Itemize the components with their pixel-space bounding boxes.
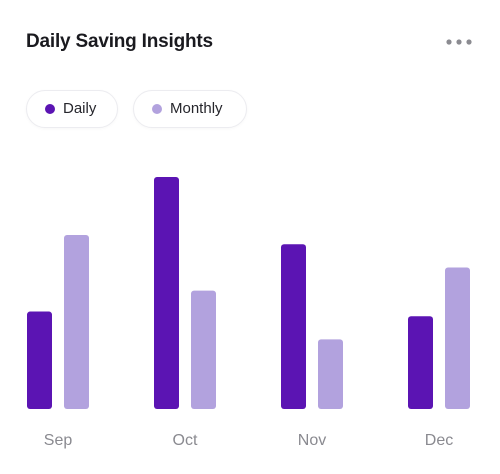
bar-daily-oct[interactable] [154, 177, 179, 409]
card-title: Daily Saving Insights [26, 31, 213, 52]
x-tick-label-oct: Oct [173, 432, 198, 449]
legend-item-daily[interactable]: Daily [26, 90, 118, 128]
legend-dot-monthly [152, 104, 162, 114]
more-horizontal-icon [446, 39, 472, 45]
bar-daily-dec[interactable] [408, 316, 433, 409]
bar-monthly-dec[interactable] [445, 267, 470, 409]
bar-monthly-nov[interactable] [318, 339, 343, 409]
bar-chart: Sep Oct Nov Dec [0, 150, 500, 470]
x-tick-label-sep: Sep [44, 432, 73, 449]
bar-monthly-oct[interactable] [191, 290, 216, 409]
legend-dot-daily [45, 104, 55, 114]
more-options-button[interactable] [440, 28, 478, 56]
bar-daily-nov[interactable] [281, 244, 306, 409]
legend-item-monthly[interactable]: Monthly [133, 90, 247, 128]
legend-label-monthly: Monthly [170, 100, 223, 117]
x-tick-label-nov: Nov [298, 432, 326, 449]
bar-daily-sep[interactable] [27, 311, 52, 409]
legend-label-daily: Daily [63, 100, 97, 117]
x-tick-label-dec: Dec [425, 432, 453, 449]
bar-monthly-sep[interactable] [64, 235, 89, 409]
bar-chart-svg: Sep Oct Nov Dec [27, 177, 470, 449]
